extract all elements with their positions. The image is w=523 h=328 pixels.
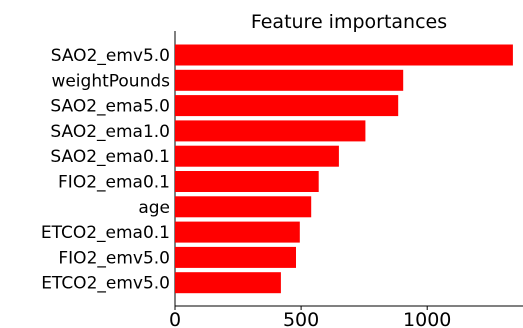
y-tick-label: ETCO2_emv5.0 xyxy=(41,274,170,294)
bar-ETCO2_emv5.0 xyxy=(175,272,281,294)
y-tick-label: SAO2_ema1.0 xyxy=(50,122,170,142)
y-tick-label: age xyxy=(138,198,170,218)
bar-SAO2_emv5.0 xyxy=(175,44,513,66)
bar-FIO2_emv5.0 xyxy=(175,246,296,268)
y-tick-label: SAO2_ema0.1 xyxy=(50,147,170,167)
bar-ETCO2_ema0.1 xyxy=(175,221,300,243)
y-tick-label: SAO2_emv5.0 xyxy=(51,46,170,66)
x-tick-label: 0 xyxy=(169,309,181,328)
bar-age xyxy=(175,196,312,218)
x-ticks: 0 500 1000 xyxy=(169,306,451,328)
bar-SAO2_ema1.0 xyxy=(175,120,366,142)
y-tick-label: SAO2_ema5.0 xyxy=(50,97,170,117)
y-tick-label: ETCO2_ema0.1 xyxy=(41,223,170,243)
bar-FIO2_ema0.1 xyxy=(175,171,319,192)
chart-title: Feature importances xyxy=(251,11,447,33)
bar-SAO2_ema0.1 xyxy=(175,145,339,167)
bars-group xyxy=(175,44,513,294)
y-tick-label: weightPounds xyxy=(51,71,170,91)
x-tick-label: 500 xyxy=(283,309,319,328)
x-tick-label: 1000 xyxy=(403,309,451,328)
y-tick-label: FIO2_emv5.0 xyxy=(58,248,170,268)
bar-SAO2_ema5.0 xyxy=(175,95,399,117)
y-tick-labels: SAO2_emv5.0 weightPounds SAO2_ema5.0 SAO2_e… xyxy=(41,46,170,294)
bar-weightPounds xyxy=(175,69,404,91)
y-tick-label: FIO2_ema0.1 xyxy=(58,173,170,193)
